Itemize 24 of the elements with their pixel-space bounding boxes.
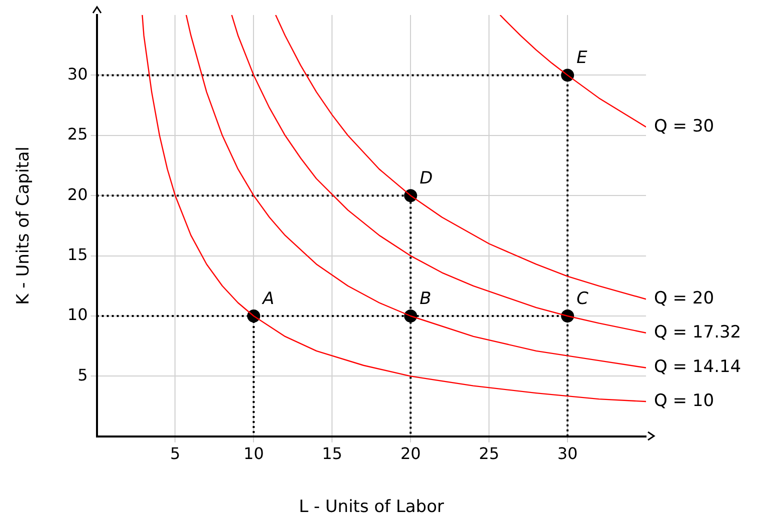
series-label: Q = 20 [654,288,714,309]
annotation: D [420,168,433,189]
x-tick-label: 20 [400,444,421,464]
series-label: Q = 17.32 [654,322,742,342]
series-label: Q = 10 [654,390,714,411]
annotation: C [576,288,589,309]
y-tick-label: 30 [67,64,88,84]
y-axis-title: K - Units of Capital [14,146,34,305]
y-tick-label: 20 [67,184,88,204]
x-tick-label: 5 [170,444,180,464]
x-tick-label: 30 [557,444,578,464]
annotation: B [420,288,432,309]
y-tick-label: 15 [67,244,88,264]
annotation: A [262,288,274,309]
x-tick-label: 10 [244,444,264,464]
y-tick-label: 5 [78,365,88,384]
x-tick-label: 25 [478,444,500,464]
series-label: Q = 14.14 [654,357,742,378]
series-label: Q = 30 [654,116,714,136]
annotation: E [576,48,588,68]
y-tick-label: 25 [67,124,88,144]
x-axis-title: L - Units of Labor [298,497,444,518]
y-tick-label: 10 [67,305,88,324]
x-tick-label: 15 [322,444,342,464]
